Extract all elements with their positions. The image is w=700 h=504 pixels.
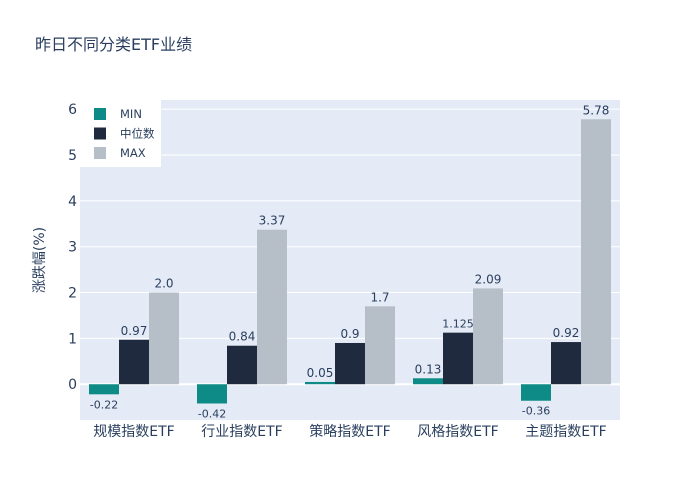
y-tick-label: 1	[68, 331, 77, 347]
y-tick-label: 6	[68, 102, 77, 118]
data-label: 3.37	[259, 214, 286, 228]
data-label: 0.84	[229, 330, 256, 344]
x-tick-label: 风格指数ETF	[417, 424, 498, 440]
y-axis-ticks: 0 1 2 3 4 5 6	[68, 102, 77, 393]
data-label: -0.36	[522, 405, 550, 418]
legend-label: 中位数	[120, 127, 155, 141]
chart-title: 昨日不同分类ETF业绩	[35, 35, 192, 54]
bar[interactable]	[197, 384, 227, 404]
data-label: -0.42	[198, 407, 226, 420]
bar[interactable]	[335, 342, 365, 385]
y-tick-label: 5	[68, 148, 77, 164]
x-tick-label: 策略指数ETF	[309, 423, 390, 440]
data-label: 0.05	[307, 366, 334, 380]
data-label: -0.22	[90, 398, 118, 411]
bar[interactable]	[473, 288, 503, 385]
legend[interactable]: MIN 中位数 MAX	[80, 100, 161, 167]
legend-label: MIN	[120, 107, 142, 121]
y-tick-label: 2	[68, 286, 77, 302]
bar[interactable]	[521, 384, 551, 401]
y-tick-label: 4	[68, 194, 77, 210]
bar[interactable]	[89, 384, 119, 395]
data-label: 0.13	[415, 362, 442, 376]
bar[interactable]	[413, 378, 443, 385]
legend-swatch	[94, 108, 106, 120]
data-label: 2.0	[154, 277, 173, 291]
bar[interactable]	[551, 342, 581, 385]
data-label: 5.78	[583, 103, 610, 117]
x-tick-label: 规模指数ETF	[93, 424, 174, 440]
data-label: 2.09	[475, 272, 502, 286]
bar[interactable]	[443, 332, 473, 385]
x-tick-label: 主题指数ETF	[525, 424, 606, 440]
legend-background	[80, 100, 161, 167]
y-tick-label: 3	[68, 240, 77, 256]
bars	[89, 119, 611, 404]
bar[interactable]	[149, 292, 179, 385]
legend-swatch	[94, 127, 106, 140]
bar[interactable]	[365, 306, 395, 385]
data-label: 1.7	[370, 290, 389, 304]
legend-label: MAX	[120, 146, 146, 160]
data-label: 0.92	[553, 326, 580, 340]
data-labels: -0.22 0.97 2.0 -0.42 0.84 3.37 0.05 0.9 1.7 0.13 1…	[90, 103, 610, 420]
legend-swatch	[94, 147, 106, 159]
bar[interactable]	[305, 381, 335, 385]
x-tick-label: 行业指数ETF	[201, 424, 282, 440]
bar[interactable]	[227, 345, 257, 385]
y-axis-title: 涨跌幅(%)	[32, 227, 48, 293]
data-label: 0.9	[340, 327, 359, 341]
bar[interactable]	[119, 339, 149, 385]
bar[interactable]	[257, 229, 287, 385]
x-axis-ticks: 规模指数ETF 行业指数ETF 策略指数ETF 风格指数ETF 主题指数ETF	[93, 423, 606, 440]
bar[interactable]	[581, 119, 611, 385]
y-tick-label: 0	[68, 377, 77, 393]
data-label: 1.125	[442, 318, 474, 331]
data-label: 0.97	[121, 324, 148, 338]
